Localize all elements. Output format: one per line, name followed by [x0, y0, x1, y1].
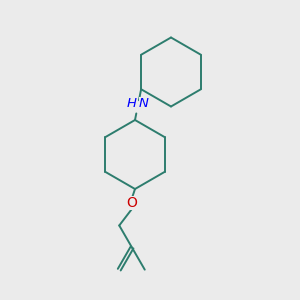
Text: O: O — [127, 196, 137, 210]
Text: H: H — [127, 97, 136, 110]
Text: N: N — [139, 97, 148, 110]
